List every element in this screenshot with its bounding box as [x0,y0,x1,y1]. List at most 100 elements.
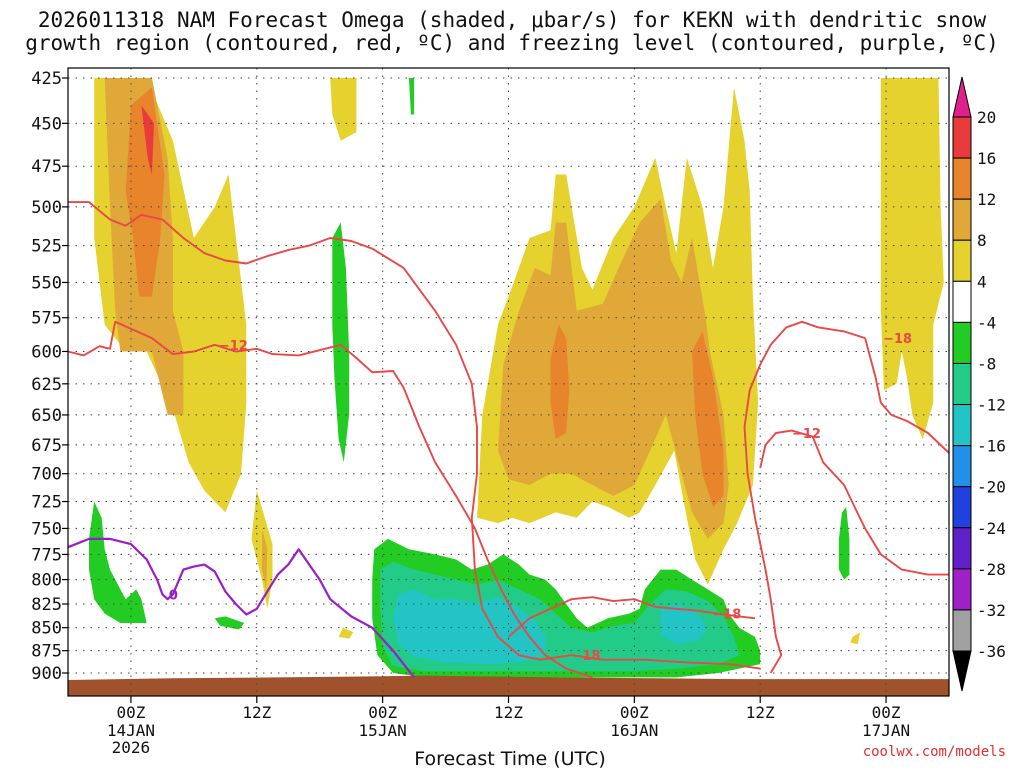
contour-label: −18 [712,608,741,623]
colorbar-bin [952,362,972,406]
terrain-fill [68,675,949,696]
y-tick-label: 600 [31,342,62,362]
omega-region-17 [408,78,415,115]
x-tick-label: 12Z [746,703,775,722]
x-tick-label: 2026 [112,738,151,757]
y-tick-label: 825 [31,595,62,615]
omega-region-12 [880,78,944,439]
x-tick-label: 00Z [368,703,397,722]
x-tick-label: 17JAN [862,721,910,740]
contour-label: −18 [571,649,600,664]
omega-region-7 [338,627,354,639]
omega-region-3 [141,105,154,175]
colorbar-bin [952,445,972,488]
y-tick-label: 725 [31,493,62,513]
colorbar-bin [952,239,972,282]
x-tick-label: 12Z [242,703,271,722]
omega-shading [89,78,944,678]
colorbar: 20 16 12 8 4 -4 -8 -12 -16 -20 -24 -28 -32 -36 [952,76,1006,692]
y-tick-label: 750 [31,519,62,539]
dendritic-contour-2 [743,320,866,674]
contours: −18 −12 −18 −12 −18 0 [67,201,950,679]
dendritic-contour-1 [507,596,756,638]
x-tick-label: 00Z [620,703,649,722]
y-tick-label: 675 [31,436,62,456]
colorbar-label: -28 [977,560,1006,579]
colorbar-bin [952,568,972,611]
omega-region-6 [262,528,268,590]
colorbar-bottom-arrow [952,650,972,692]
omega-region-21 [660,604,708,645]
omega-region-14 [89,501,147,623]
chart-title-line2: growth region (contoured, red, ºC) and f… [25,31,999,55]
x-tick-label: 15JAN [359,721,407,740]
x-tick-label: 14JAN [107,721,155,740]
contour-label: −18 [883,332,912,347]
x-tick-label: 00Z [116,703,145,722]
y-tick-label: 775 [31,545,62,565]
y-tick-label: 525 [31,237,62,257]
y-tick-label: 500 [31,198,62,218]
omega-region-10 [550,324,570,439]
y-tick-label: 700 [31,465,62,485]
dendritic-contour-3 [67,320,593,679]
omega-region-2 [125,87,165,297]
credit-text: coolwx.com/models [862,744,1006,760]
dendritic-contour-4 [759,429,949,576]
y-tick-label: 550 [31,273,62,293]
colorbar-label: -24 [977,519,1006,538]
colorbar-label: 12 [977,190,996,209]
colorbar-label: -20 [977,478,1006,497]
colorbar-label: 8 [977,231,987,250]
colorbar-bin [952,404,972,447]
dendritic-contour-0 [68,201,761,670]
contour-label: −12 [219,339,248,354]
contour-label: −12 [792,427,821,442]
x-axis-label: Forecast Time (UTC) [414,748,605,768]
colorbar-bin [952,116,972,159]
y-tick-label: 575 [31,309,62,329]
colorbar-label: -4 [977,313,996,332]
colorbar-bin [952,157,972,200]
omega-region-9 [498,198,729,539]
colorbar-label: 20 [977,108,996,127]
omega-region-16 [332,222,350,463]
y-tick-label: 650 [31,406,62,426]
y-tick-label: 800 [31,571,62,591]
terrain [68,675,949,696]
y-tick-label: 850 [31,619,62,639]
chart-title-line1: 2026011318 NAM Forecast Omega (shaded, μ… [37,8,987,32]
colorbar-bin [952,527,972,570]
colorbar-bin [952,609,972,652]
colorbar-label: 16 [977,149,996,168]
y-tick-label: 875 [31,642,62,662]
freezing-contour-6 [67,537,415,679]
y-axis: 425 450 475 500 525 550 575 600 625 650 675 700 725 7… [31,69,68,684]
omega-region-15 [214,616,245,630]
y-tick-label: 900 [31,664,62,684]
omega-region-11 [692,331,724,507]
omega-region-22 [838,507,850,580]
x-tick-label: 16JAN [610,721,658,740]
x-tick-label: 12Z [494,703,523,722]
y-tick-label: 475 [31,157,62,177]
colorbar-label: -16 [977,437,1006,456]
colorbar-top-arrow [952,76,972,118]
colorbar-bin [952,198,972,241]
colorbar-label: 4 [977,272,987,291]
colorbar-bin [952,280,972,323]
dendritic-contour-5 [864,337,950,454]
colorbar-bin [952,321,972,364]
omega-region-13 [850,632,860,645]
colorbar-label: -32 [977,601,1006,620]
omega-region-4 [330,78,357,141]
colorbar-bin [952,486,972,529]
contour-label: 0 [169,588,178,603]
colorbar-label: -8 [977,354,996,373]
y-tick-label: 425 [31,69,62,89]
colorbar-label: -36 [977,642,1006,661]
y-tick-label: 625 [31,375,62,395]
colorbar-label: -12 [977,396,1006,415]
